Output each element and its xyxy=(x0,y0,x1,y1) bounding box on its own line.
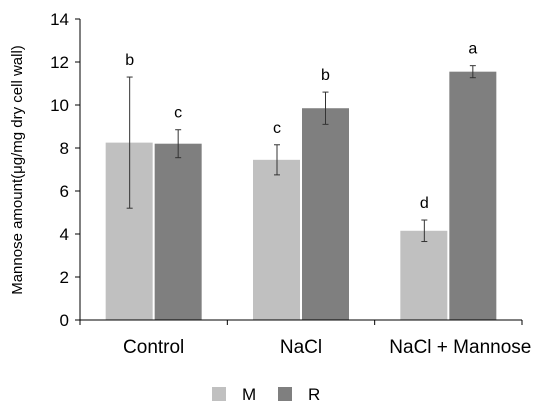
y-tick-label: 10 xyxy=(50,96,69,115)
significance-label: d xyxy=(420,195,429,212)
significance-label: b xyxy=(125,52,134,69)
legend-label-m: M xyxy=(242,385,256,404)
x-category-label: Control xyxy=(123,337,184,358)
bar-r-control xyxy=(154,143,202,320)
bar-m-nacl xyxy=(253,159,300,320)
bars xyxy=(105,71,497,320)
bar-r-nacl-mannose xyxy=(449,71,497,320)
bar-r-nacl xyxy=(302,108,349,320)
y-tick-label: 2 xyxy=(60,268,69,287)
y-axis-label: Mannose amount(μg/mg dry cell wall) xyxy=(9,45,26,295)
legend-swatch-m xyxy=(212,387,226,401)
y-tick-label: 12 xyxy=(50,53,69,72)
error-bars xyxy=(126,65,476,243)
y-axis: 0 2 4 6 8 10 12 14 xyxy=(50,10,81,330)
y-tick-label: 6 xyxy=(60,182,69,201)
significance-labels: b c c b d a xyxy=(125,41,477,212)
x-category-label: NaCl xyxy=(280,337,322,358)
x-category-label: NaCl + Mannose xyxy=(389,337,531,358)
y-tick-label: 8 xyxy=(60,139,69,158)
significance-label: b xyxy=(321,67,330,84)
y-tick-label: 4 xyxy=(60,225,69,244)
y-tick-label: 0 xyxy=(60,311,69,330)
legend-label-r: R xyxy=(308,385,320,404)
y-tick-label: 14 xyxy=(50,10,69,29)
significance-label: a xyxy=(468,41,477,58)
significance-label: c xyxy=(273,120,281,137)
legend-swatch-r xyxy=(278,387,292,401)
bar-m-nacl-mannose xyxy=(400,230,448,320)
significance-label: c xyxy=(174,105,182,122)
bar-m-control xyxy=(105,142,153,320)
x-axis: Control NaCl NaCl + Mannose xyxy=(79,319,531,358)
